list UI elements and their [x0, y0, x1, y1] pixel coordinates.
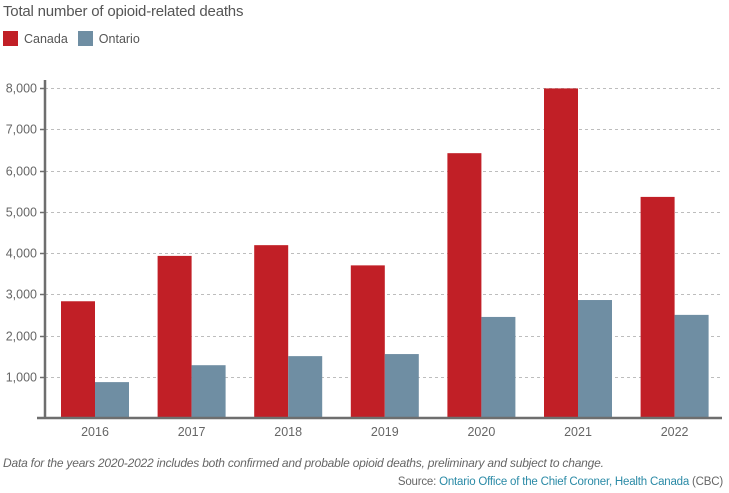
y-tick-label: 5,000	[6, 206, 37, 220]
bar-ontario-2020	[481, 316, 516, 418]
x-tick-label: 2021	[564, 425, 592, 439]
y-tick-label: 3,000	[6, 288, 37, 302]
bar-chart: 1,000 2,000 3,000 4,000 5,000 6,000 7,000 8,000…	[6, 80, 722, 439]
bar-ontario-2016	[95, 382, 129, 418]
axes	[37, 80, 722, 420]
y-tick-label: 7,000	[6, 123, 37, 137]
chart-title: Total number of opioid-related deaths	[3, 3, 244, 20]
bar-canada-2017	[157, 255, 192, 418]
y-tick-label: 1,000	[6, 371, 37, 385]
x-tick-label: 2016	[81, 425, 109, 439]
legend: Canada Ontario	[3, 31, 150, 46]
x-tick-label: 2020	[467, 425, 495, 439]
bar-canada-2018	[254, 245, 289, 418]
source-prefix: Source:	[397, 476, 440, 488]
bar-ontario-2018	[288, 356, 323, 418]
y-tick-label: 6,000	[6, 165, 37, 179]
bar-ontario-2017	[191, 365, 226, 418]
bar-canada-2019	[350, 265, 385, 418]
y-tick-labels: 1,000 2,000 3,000 4,000 5,000 6,000 7,000 8,000	[6, 82, 37, 385]
legend-swatch-canada	[3, 31, 18, 46]
bar-canada-2016	[61, 301, 95, 418]
x-tick-label: 2019	[371, 425, 399, 439]
bars	[61, 88, 709, 419]
x-tick-label: 2018	[274, 425, 302, 439]
bar-ontario-2022	[674, 314, 709, 418]
x-tick-labels: 2016 2017 2018 2019 2020 2021 2022	[81, 425, 688, 439]
legend-item-ontario: Ontario	[77, 31, 140, 46]
y-tick-label: 8,000	[6, 82, 37, 96]
x-tick-label: 2017	[178, 425, 206, 439]
y-tick-label: 4,000	[6, 247, 37, 261]
bar-ontario-2019	[384, 354, 419, 418]
y-tick-label: 2,000	[6, 330, 37, 344]
bar-canada-2021	[544, 88, 578, 418]
legend-label-canada: Canada	[24, 31, 68, 46]
legend-swatch-ontario	[77, 31, 93, 46]
bar-canada-2022	[640, 196, 675, 418]
x-tick-label: 2022	[661, 425, 689, 439]
source-link[interactable]: Ontario Office of the Chief Coroner, Hea…	[439, 476, 690, 488]
bar-canada-2020	[447, 153, 482, 419]
footnote: Data for the years 2020-2022 includes bo…	[3, 456, 604, 470]
legend-label-ontario: Ontario	[98, 31, 140, 46]
source-line: Source: Ontario Office of the Chief Coro…	[398, 476, 723, 488]
legend-item-canada: Canada	[3, 31, 68, 46]
source-suffix: (CBC)	[689, 476, 723, 488]
bar-ontario-2021	[578, 300, 612, 418]
